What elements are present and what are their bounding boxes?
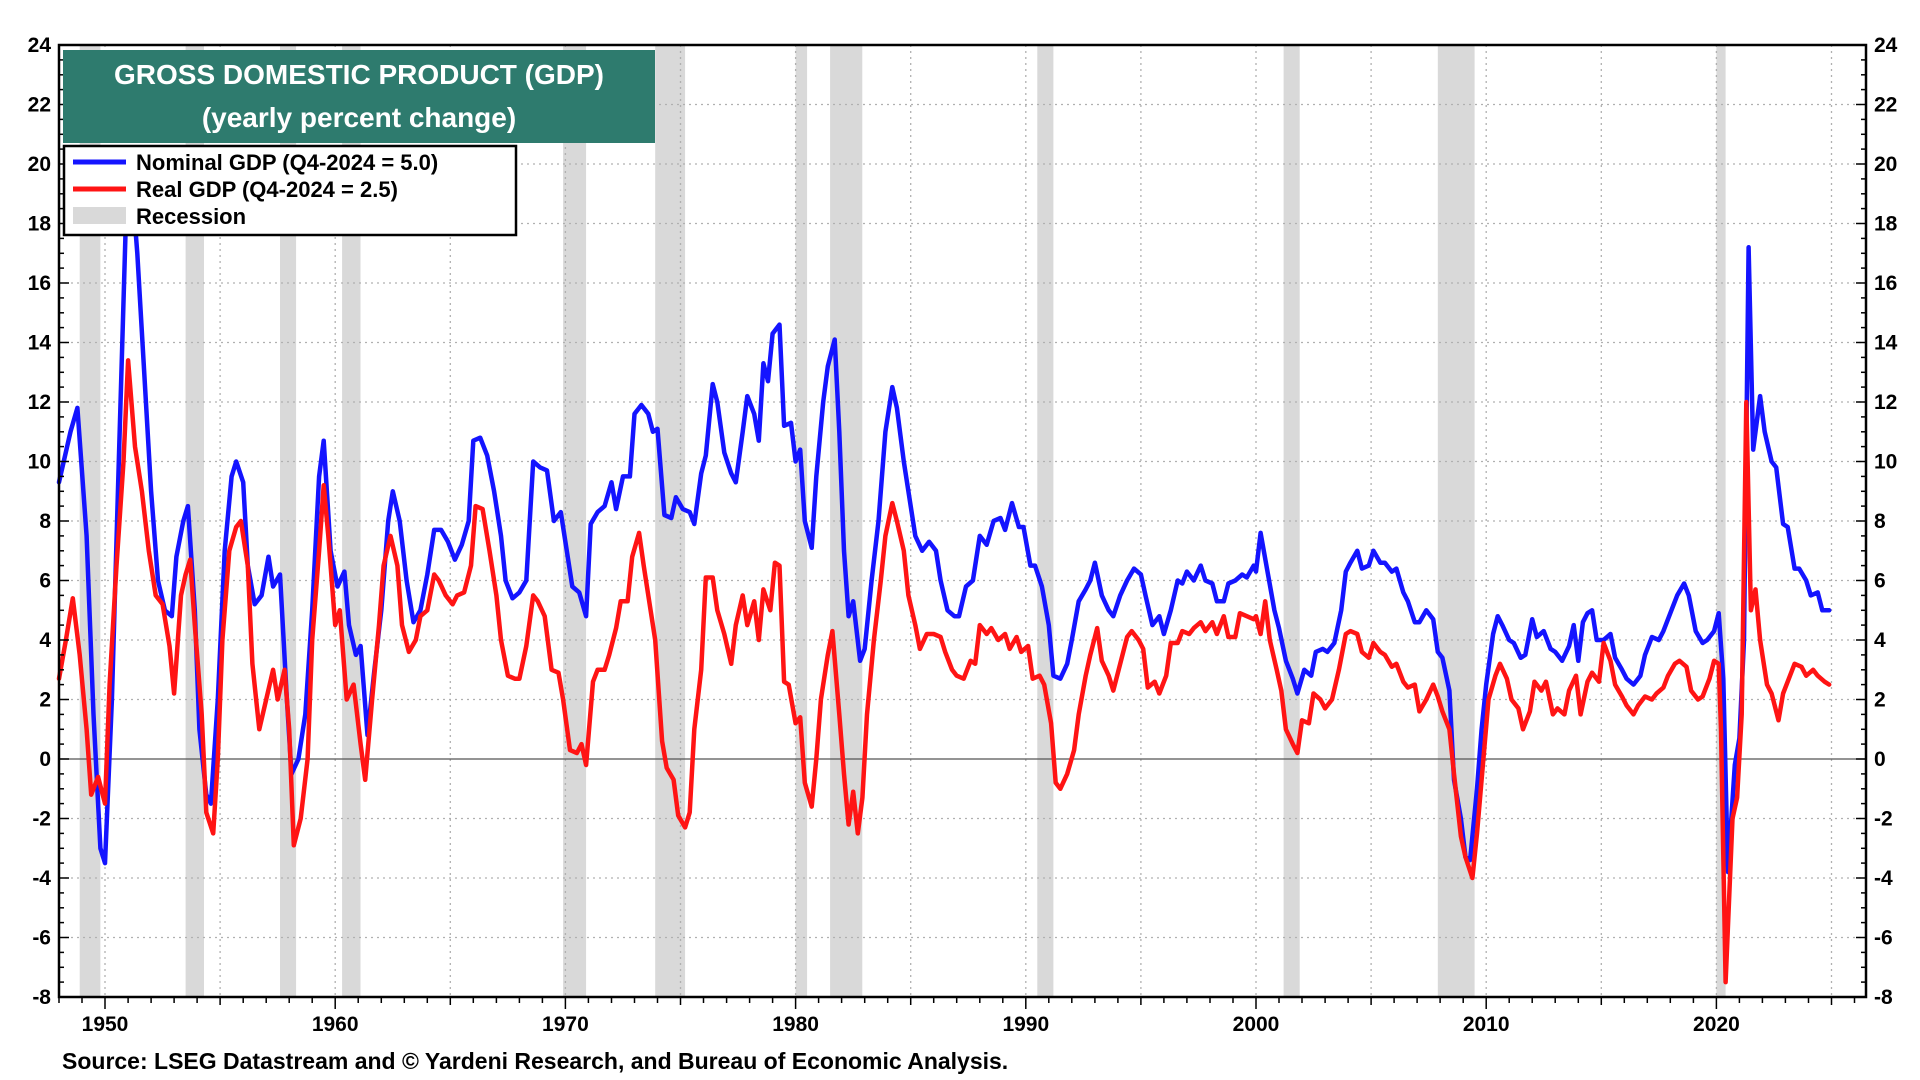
y-tick-label-right: -2 xyxy=(1874,808,1893,831)
y-tick-label-right: 10 xyxy=(1874,451,1897,474)
y-tick-label-right: 4 xyxy=(1874,629,1886,652)
y-tick-label-left: 16 xyxy=(28,272,51,295)
axis-ticks xyxy=(58,44,1866,1009)
y-tick-label-left: 24 xyxy=(28,34,52,57)
recession-band-6 xyxy=(795,45,808,997)
y-tick-label-left: 22 xyxy=(28,94,51,117)
y-tick-label-right: 16 xyxy=(1874,272,1897,295)
x-tick-label: 2000 xyxy=(1233,1013,1280,1036)
y-tick-label-right: 8 xyxy=(1874,510,1886,533)
x-tick-label: 1980 xyxy=(772,1013,819,1036)
y-tick-label-right: 24 xyxy=(1874,34,1898,57)
legend-recession-label: Recession xyxy=(136,204,246,229)
x-tick-label: 1950 xyxy=(82,1013,129,1036)
y-tick-label-left: 18 xyxy=(28,213,52,236)
y-tick-label-left: 2 xyxy=(39,689,51,712)
chart-subtitle: (yearly percent change) xyxy=(202,102,516,133)
recession-band-10 xyxy=(1437,45,1475,997)
y-tick-label-right: -6 xyxy=(1874,927,1893,950)
y-tick-label-left: -6 xyxy=(32,927,51,950)
y-tick-label-right: 20 xyxy=(1874,153,1897,176)
y-tick-label-right: 2 xyxy=(1874,689,1886,712)
y-tick-label-left: -2 xyxy=(32,808,51,831)
y-tick-label-right: -8 xyxy=(1874,986,1893,1009)
y-tick-label-left: 20 xyxy=(28,153,51,176)
x-tick-label: 1960 xyxy=(312,1013,359,1036)
y-tick-label-right: 12 xyxy=(1874,391,1897,414)
y-tick-label-left: 12 xyxy=(28,391,51,414)
title-background xyxy=(63,50,655,143)
real-gdp-line xyxy=(56,358,1832,985)
title-box: GROSS DOMESTIC PRODUCT (GDP) (yearly per… xyxy=(63,50,655,143)
source-note: Source: LSEG Datastream and © Yardeni Re… xyxy=(62,1048,1008,1074)
y-tick-label-left: 8 xyxy=(39,510,51,533)
y-tick-label-left: 4 xyxy=(39,629,51,652)
x-tick-label: 2010 xyxy=(1463,1013,1510,1036)
y-tick-label-left: -4 xyxy=(32,867,51,890)
y-tick-label-left: 10 xyxy=(28,451,51,474)
gridlines xyxy=(59,45,1866,997)
legend: Nominal GDP (Q4-2024 = 5.0) Real GDP (Q4… xyxy=(62,144,518,237)
y-tick-label-left: 6 xyxy=(39,570,51,593)
legend-box xyxy=(62,144,518,237)
x-tick-label: 1970 xyxy=(542,1013,589,1036)
y-tick-label-right: -4 xyxy=(1874,867,1893,890)
y-tick-label-right: 6 xyxy=(1874,570,1886,593)
legend-real-label: Real GDP (Q4-2024 = 2.5) xyxy=(136,177,398,202)
legend-nominal-label: Nominal GDP (Q4-2024 = 5.0) xyxy=(136,150,438,175)
y-tick-label-right: 14 xyxy=(1874,332,1898,355)
x-tick-label: 1990 xyxy=(1002,1013,1049,1036)
chart-title: GROSS DOMESTIC PRODUCT (GDP) xyxy=(114,59,604,90)
series-lines xyxy=(56,161,1832,985)
recession-band-9 xyxy=(1283,45,1300,997)
y-tick-label-left: -8 xyxy=(32,986,51,1009)
y-tick-label-left: 0 xyxy=(39,748,51,771)
y-tick-label-right: 18 xyxy=(1874,213,1898,236)
x-tick-label: 2020 xyxy=(1693,1013,1740,1036)
y-tick-label-left: 14 xyxy=(28,332,52,355)
legend-recession-swatch xyxy=(73,207,126,224)
y-tick-label-right: 22 xyxy=(1874,94,1897,117)
y-tick-label-right: 0 xyxy=(1874,748,1886,771)
